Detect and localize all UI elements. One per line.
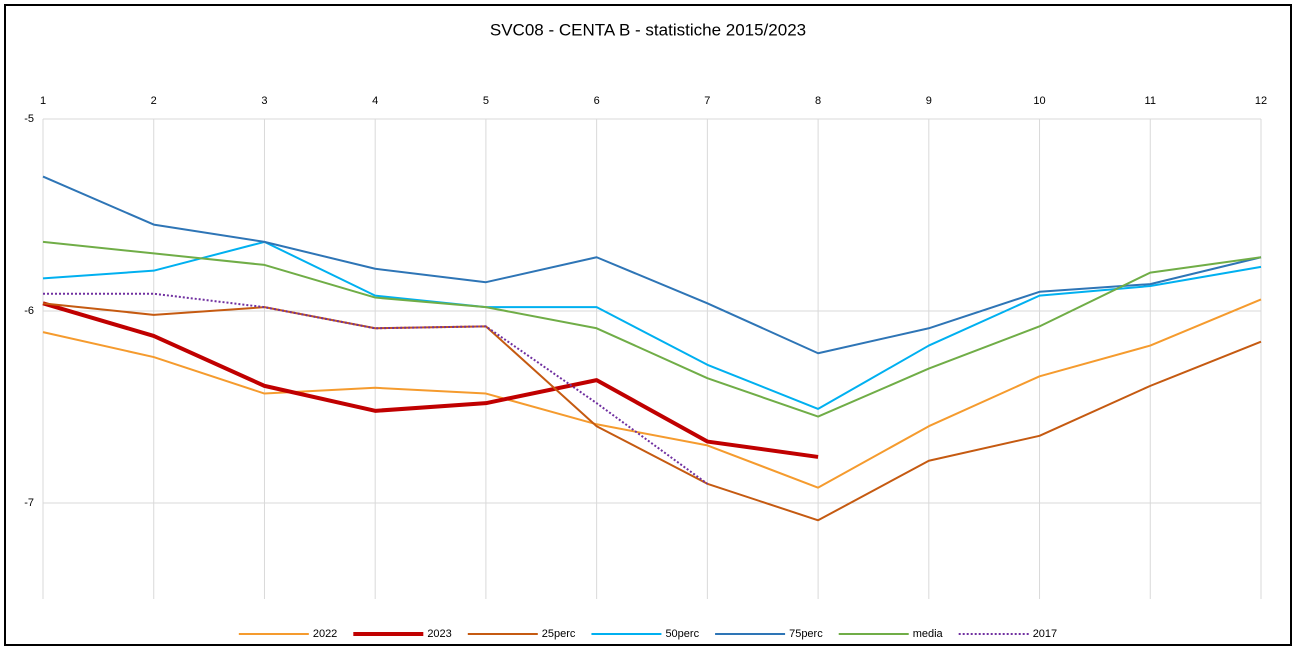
legend-label: 50perc — [665, 628, 699, 640]
data-line — [42, 302, 1262, 522]
x-tick-label: 3 — [261, 95, 267, 107]
x-tick-label: 11 — [1145, 95, 1156, 107]
data-line — [42, 240, 1262, 410]
data-line — [42, 301, 819, 459]
data-line — [42, 175, 1262, 355]
x-tick-label: 5 — [483, 95, 489, 107]
legend-label: 75perc — [789, 628, 823, 640]
x-tick-label: 6 — [594, 95, 600, 107]
legend-label: 25perc — [542, 628, 576, 640]
legend-label: media — [913, 628, 944, 640]
y-tick-label: -5 — [24, 113, 34, 125]
y-tick-label: -7 — [24, 497, 34, 509]
chart-frame — [4, 4, 1292, 646]
data-line — [43, 292, 708, 485]
legend-label: 2023 — [427, 628, 451, 640]
legend-label: 2017 — [1033, 628, 1057, 640]
legend-label: 2022 — [313, 628, 337, 640]
data-line — [42, 298, 1262, 489]
x-tick-label: 10 — [1033, 95, 1045, 107]
data-line — [42, 240, 1262, 418]
chart-title: SVC08 - CENTA B - statistiche 2015/2023 — [490, 20, 806, 39]
x-tick-label: 1 — [40, 95, 46, 107]
y-tick-label: -6 — [24, 305, 34, 317]
x-tick-label: 8 — [815, 95, 821, 107]
x-tick-label: 2 — [151, 95, 157, 107]
x-tick-label: 9 — [926, 95, 932, 107]
x-tick-label: 4 — [372, 95, 378, 107]
legend: 2022 2023 25perc 50perc 75perc media 2017 — [238, 628, 1057, 640]
x-tick-label: 12 — [1255, 95, 1267, 107]
x-tick-label: 7 — [704, 95, 710, 107]
